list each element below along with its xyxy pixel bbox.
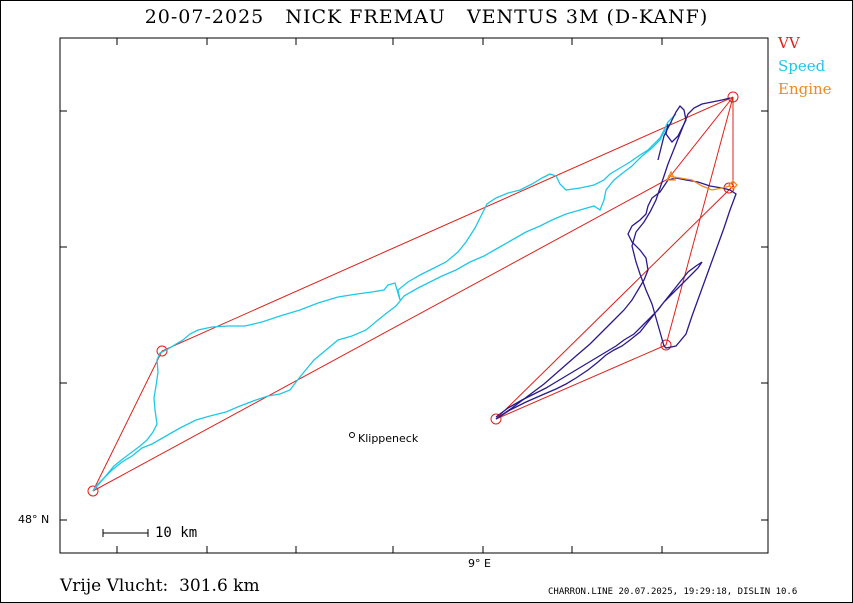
legend-label-engine: Engine (778, 80, 832, 98)
plot-area (59, 37, 769, 554)
pilot-name: NICK FREMAU (285, 6, 446, 28)
scale-bar (102, 529, 149, 537)
scale-bar-label: 10 km (155, 525, 198, 541)
legend-label-speed: Speed (778, 57, 826, 75)
flight-title: 20-07-2025 NICK FREMAU VENTUS 3M (D-KANF… (0, 6, 853, 28)
lat-axis-label: 48° N (18, 513, 50, 526)
climb-track (495, 97, 737, 420)
lon-axis-label: 9° E (468, 557, 491, 570)
turnpoint-marker (727, 91, 739, 103)
place-label-klippeneck: Klippeneck (358, 432, 419, 445)
turnpoint-marker (87, 485, 99, 497)
distance-summary: Vrije Vlucht: 301.6 km (60, 576, 260, 596)
speed-track (92, 113, 677, 492)
engine-stop-marker (728, 180, 738, 190)
engine-start-marker (665, 170, 677, 181)
task-lines (92, 96, 734, 492)
distance-label: Vrije Vlucht: (60, 576, 169, 596)
legend-item-speed: Speed (778, 57, 825, 75)
distance-value: 301.6 km (179, 576, 260, 596)
axis-ticks (60, 38, 768, 553)
legend-label-vv: VV (778, 34, 800, 52)
flight-date: 20-07-2025 (144, 6, 265, 28)
glider-name: VENTUS 3M (D-KANF) (466, 6, 709, 28)
task-leg-east (495, 96, 734, 420)
turnpoint-marker (156, 345, 168, 357)
place-marker-icon (349, 432, 355, 438)
legend-item-vv: VV (778, 34, 800, 52)
generator-info: CHARRON.LINE 20.07.2025, 19:29:18, DISLI… (548, 587, 798, 597)
legend-item-engine: Engine (778, 80, 832, 98)
turnpoint-marker (490, 413, 502, 425)
turnpoint-marker (660, 339, 672, 351)
engine-track (665, 170, 738, 191)
